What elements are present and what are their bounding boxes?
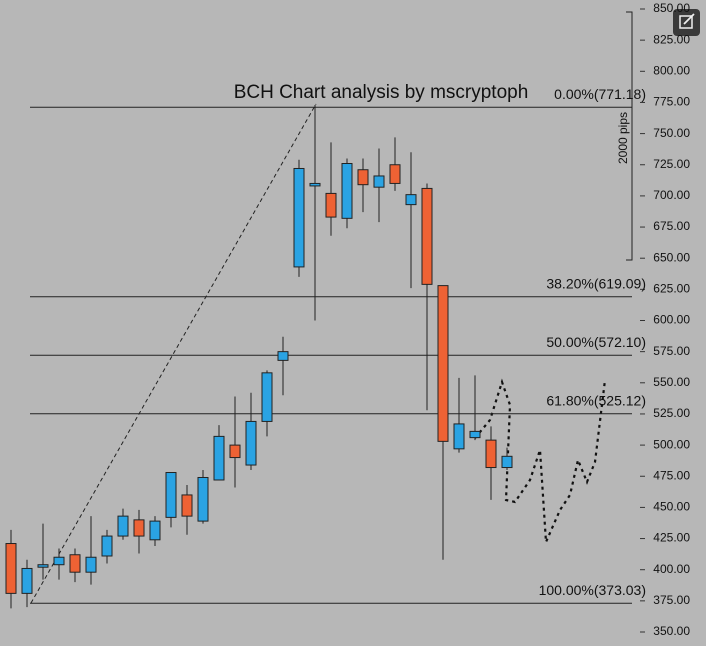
candle-body [21, 567, 33, 594]
y-tick-label: 475.00 [653, 468, 690, 482]
chart-title: BCH Chart analysis by mscryptoph [234, 82, 529, 103]
candle-body [37, 564, 49, 568]
candle-body [117, 515, 129, 537]
y-tick-label: 550.00 [653, 375, 690, 389]
y-tick-label: 375.00 [653, 593, 690, 607]
candle-body [53, 556, 65, 566]
candle-body [437, 285, 449, 442]
candle-body [229, 444, 241, 459]
y-tick-label: 625.00 [653, 282, 690, 296]
candle-body [165, 472, 177, 518]
candle-body [405, 194, 417, 206]
candle-body [85, 556, 97, 573]
candle-body [309, 182, 321, 187]
candle-body [149, 520, 161, 541]
y-tick-label: 500.00 [653, 437, 690, 451]
candle-body [5, 543, 17, 594]
y-tick-label: 650.00 [653, 250, 690, 264]
fib-label: 100.00%(373.03) [539, 582, 646, 598]
fib-label: 38.20%(619.09) [546, 275, 646, 291]
fib-label: 61.80%(525.12) [546, 393, 646, 409]
y-tick-label: 525.00 [653, 406, 690, 420]
y-tick-label: 675.00 [653, 219, 690, 233]
candle-body [69, 554, 81, 573]
fib-label: 0.00%(771.18) [554, 86, 646, 102]
y-tick-label: 800.00 [653, 63, 690, 77]
candle-body [373, 175, 385, 188]
candle-body [389, 164, 401, 184]
candle-body [501, 455, 513, 469]
measure-label: 2000 pips [616, 112, 630, 164]
y-tick-label: 575.00 [653, 344, 690, 358]
y-tick-label: 350.00 [653, 624, 690, 638]
y-tick-label: 450.00 [653, 500, 690, 514]
candle-body [453, 423, 465, 450]
y-tick-label: 750.00 [653, 126, 690, 140]
candle-body [469, 430, 481, 439]
fib-label: 50.00%(572.10) [546, 334, 646, 350]
candle-body [421, 187, 433, 285]
y-tick-label: 775.00 [653, 95, 690, 109]
trend-line [30, 103, 317, 604]
candle-body [261, 372, 273, 422]
candle-body [101, 535, 113, 557]
candle-body [325, 192, 337, 218]
y-tick-label: 425.00 [653, 531, 690, 545]
candle-body [197, 476, 209, 522]
candle-body [485, 439, 497, 469]
candle-body [277, 351, 289, 361]
candle-body [245, 420, 257, 466]
y-tick-label: 725.00 [653, 157, 690, 171]
y-tick-label: 825.00 [653, 32, 690, 46]
candle-body [357, 169, 369, 186]
y-tick-label: 400.00 [653, 562, 690, 576]
y-tick-label: 850.00 [653, 1, 690, 15]
candle-body [341, 163, 353, 219]
y-tick-label: 700.00 [653, 188, 690, 202]
edit-button[interactable] [673, 9, 700, 36]
y-tick-label: 600.00 [653, 313, 690, 327]
candle-body [181, 494, 193, 517]
projection-path [474, 378, 607, 543]
measure-bracket [626, 11, 633, 261]
candle-body [213, 435, 225, 481]
candle-body [293, 167, 305, 268]
candle-body [133, 519, 145, 537]
